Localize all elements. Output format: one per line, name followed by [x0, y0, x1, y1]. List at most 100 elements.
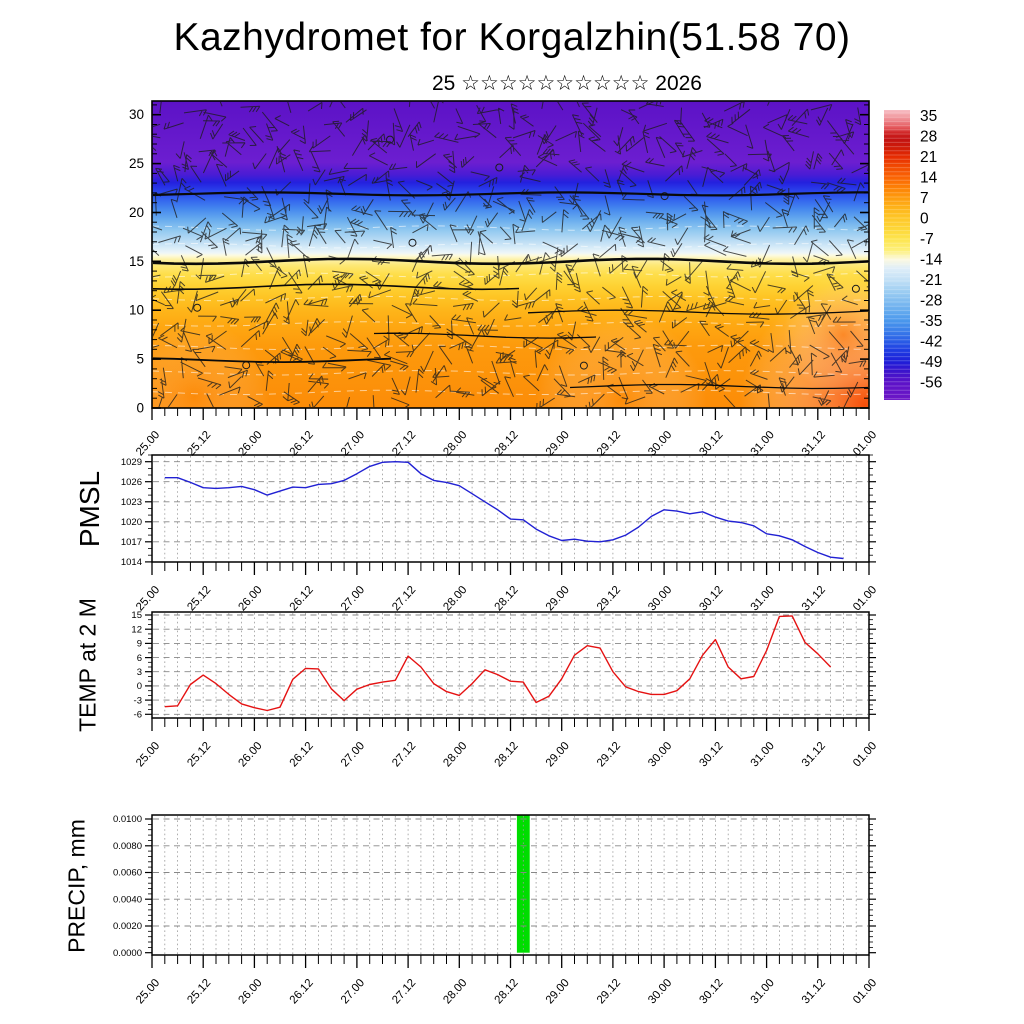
- svg-text:26.12: 26.12: [288, 740, 316, 769]
- svg-text:26.12: 26.12: [288, 977, 316, 1006]
- svg-text:9: 9: [137, 639, 142, 650]
- svg-text:28.12: 28.12: [493, 429, 521, 458]
- svg-text:0.0020: 0.0020: [113, 921, 142, 932]
- svg-text:0.0060: 0.0060: [113, 868, 142, 879]
- svg-text:29.00: 29.00: [544, 584, 572, 613]
- svg-text:28.00: 28.00: [441, 740, 469, 769]
- svg-text:30.00: 30.00: [646, 977, 674, 1006]
- svg-text:1014: 1014: [121, 557, 142, 568]
- svg-text:28.00: 28.00: [441, 977, 469, 1006]
- svg-text:28.00: 28.00: [441, 429, 469, 458]
- svg-text:1023: 1023: [121, 497, 142, 508]
- svg-text:01.00: 01.00: [851, 429, 879, 458]
- svg-text:01.00: 01.00: [851, 977, 879, 1006]
- svg-text:31.00: 31.00: [749, 740, 777, 769]
- svg-text:1026: 1026: [121, 477, 142, 488]
- svg-text:5: 5: [136, 352, 144, 367]
- svg-text:31.12: 31.12: [800, 740, 828, 769]
- svg-text:31.00: 31.00: [749, 584, 777, 613]
- svg-text:31.00: 31.00: [749, 429, 777, 458]
- svg-text:30.00: 30.00: [646, 740, 674, 769]
- svg-text:25.12: 25.12: [185, 977, 213, 1006]
- svg-text:14: 14: [920, 169, 938, 186]
- svg-text:1017: 1017: [121, 537, 142, 548]
- svg-text:0.0000: 0.0000: [113, 948, 142, 959]
- svg-text:30: 30: [129, 107, 144, 122]
- svg-text:-42: -42: [920, 333, 942, 350]
- svg-text:-56: -56: [920, 374, 942, 391]
- svg-text:28.12: 28.12: [493, 977, 521, 1006]
- svg-text:30.00: 30.00: [646, 429, 674, 458]
- svg-text:31.00: 31.00: [749, 977, 777, 1006]
- svg-text:12: 12: [131, 624, 142, 635]
- svg-text:25.12: 25.12: [185, 584, 213, 613]
- svg-text:27.00: 27.00: [339, 429, 367, 458]
- svg-text:0.0100: 0.0100: [113, 814, 142, 825]
- svg-text:20: 20: [129, 205, 144, 220]
- svg-text:30.12: 30.12: [697, 740, 725, 769]
- svg-text:27.12: 27.12: [390, 740, 418, 769]
- svg-text:29.12: 29.12: [595, 977, 623, 1006]
- meteogram-date-subtitle: 25 ☆☆☆☆☆☆☆☆☆☆ 2026: [431, 72, 702, 95]
- svg-text:25.12: 25.12: [185, 429, 213, 458]
- svg-text:30.12: 30.12: [697, 429, 725, 458]
- svg-text:25.00: 25.00: [134, 740, 162, 769]
- svg-text:0: 0: [920, 210, 929, 227]
- svg-text:26.00: 26.00: [236, 584, 264, 613]
- svg-text:29.00: 29.00: [544, 977, 572, 1006]
- svg-text:28: 28: [920, 128, 937, 145]
- svg-text:-28: -28: [920, 292, 942, 309]
- svg-text:1020: 1020: [121, 517, 142, 528]
- svg-text:29.12: 29.12: [595, 584, 623, 613]
- svg-text:29.12: 29.12: [595, 740, 623, 769]
- svg-text:01.00: 01.00: [851, 740, 879, 769]
- svg-text:28.00: 28.00: [441, 584, 469, 613]
- svg-text:30.00: 30.00: [646, 584, 674, 613]
- svg-text:30.12: 30.12: [697, 584, 725, 613]
- svg-text:31.12: 31.12: [800, 584, 828, 613]
- svg-text:31.12: 31.12: [800, 977, 828, 1006]
- pmsl-panel: 1014 1017 1020 1023 1026 1029 25.00 25.12 26.00 2…: [121, 454, 879, 613]
- svg-text:-7: -7: [920, 231, 934, 248]
- svg-text:27.00: 27.00: [339, 740, 367, 769]
- svg-text:3: 3: [137, 667, 142, 678]
- svg-text:26.00: 26.00: [236, 740, 264, 769]
- svg-text:25.00: 25.00: [134, 584, 162, 613]
- svg-text:25.00: 25.00: [134, 977, 162, 1006]
- svg-text:0: 0: [136, 401, 144, 416]
- svg-text:-21: -21: [920, 272, 942, 289]
- svg-text:21: 21: [920, 149, 937, 166]
- svg-text:26.12: 26.12: [288, 584, 316, 613]
- svg-text:25.12: 25.12: [185, 740, 213, 769]
- svg-text:15: 15: [131, 610, 142, 621]
- svg-text:-35: -35: [920, 313, 942, 330]
- svg-text:28.12: 28.12: [493, 584, 521, 613]
- svg-text:26.00: 26.00: [236, 977, 264, 1006]
- svg-text:29.12: 29.12: [595, 429, 623, 458]
- svg-text:29.00: 29.00: [544, 740, 572, 769]
- svg-text:-49: -49: [920, 354, 942, 371]
- svg-text:01.00: 01.00: [851, 584, 879, 613]
- svg-text:0.0040: 0.0040: [113, 894, 142, 905]
- svg-text:26.12: 26.12: [288, 429, 316, 458]
- svg-text:25.00: 25.00: [134, 429, 162, 458]
- svg-text:26.00: 26.00: [236, 429, 264, 458]
- svg-text:30.12: 30.12: [697, 977, 725, 1006]
- svg-text:10: 10: [129, 303, 144, 318]
- svg-text:27.12: 27.12: [390, 429, 418, 458]
- cross-section-panel: 0 5 10 15 20 25 30 25.00 25.12 26.00 26.12 27.00 27.…: [129, 100, 879, 458]
- svg-text:28.12: 28.12: [493, 740, 521, 769]
- meteogram-title: Kazhydromet for Korgalzhin(51.58 70): [173, 16, 851, 59]
- svg-text:27.12: 27.12: [390, 584, 418, 613]
- svg-text:27.12: 27.12: [390, 977, 418, 1006]
- svg-text:35: 35: [920, 108, 937, 125]
- svg-text:0: 0: [137, 681, 142, 692]
- svg-text:15: 15: [129, 254, 144, 269]
- precip-panel: 0.0000 0.0020 0.0040 0.0060 0.0080 0.0100 25.0…: [113, 814, 879, 1006]
- svg-text:29.00: 29.00: [544, 429, 572, 458]
- temperature-colorbar: 35 28 21 14 7 0 -7 -14 -21 -28 -35 -42 -49 -56: [884, 108, 943, 400]
- temp2m-panel: -6 -3 0 3 6 9 12 15 25.00 25.12 26.00 26.12 27.00 27.…: [131, 610, 879, 769]
- svg-text:25: 25: [129, 156, 144, 171]
- svg-text:1029: 1029: [121, 457, 142, 468]
